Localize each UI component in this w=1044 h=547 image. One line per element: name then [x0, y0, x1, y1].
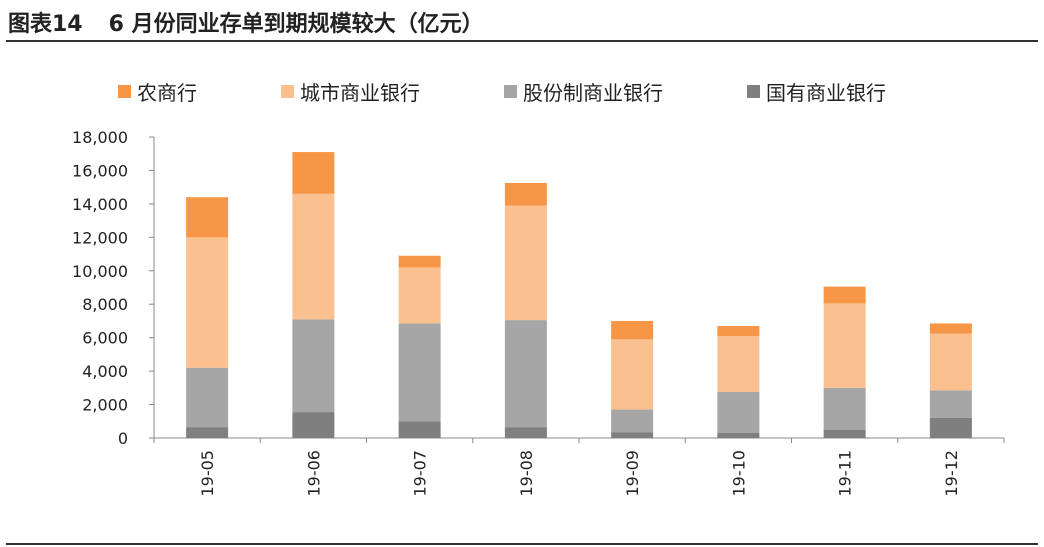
bar-segment	[823, 303, 866, 388]
bar-segment	[611, 320, 654, 340]
x-tick-label: 19-07	[411, 450, 430, 497]
y-tick-label: 0	[118, 429, 128, 448]
bar-segment	[929, 333, 972, 391]
legend-label: 城市商业银行	[300, 80, 420, 105]
figure-header: 图表14 6 月份同业存单到期规模较大（亿元）	[0, 0, 1044, 40]
x-tick-label: 19-06	[304, 450, 323, 497]
bar-segment	[186, 237, 229, 368]
bar-segment	[717, 325, 760, 336]
figure-label: 图表14	[8, 12, 83, 37]
y-tick-label: 14,000	[72, 195, 128, 214]
legend-label: 国有商业银行	[766, 80, 886, 105]
y-tick-label: 2,000	[82, 396, 128, 415]
x-tick-label: 19-05	[198, 450, 217, 497]
bar-segment	[823, 387, 866, 430]
bar-segment	[186, 367, 229, 428]
bar-segment	[398, 421, 441, 438]
bar-segment	[186, 427, 229, 438]
x-tick-label: 19-09	[623, 450, 642, 497]
bar-segment	[504, 320, 547, 428]
bar-segment	[717, 432, 760, 438]
bar-segment	[292, 319, 335, 413]
bar-segment	[717, 335, 760, 393]
x-tick-label: 19-10	[729, 450, 748, 497]
bar-segment	[929, 390, 972, 418]
y-tick-label: 6,000	[82, 329, 128, 348]
bar-segment	[504, 427, 547, 438]
bar-segment	[611, 339, 654, 410]
bar-segment	[504, 182, 547, 206]
bar-segment	[398, 267, 441, 324]
bar-segment	[717, 392, 760, 433]
y-tick-label: 8,000	[82, 295, 128, 314]
legend-label: 农商行	[137, 80, 197, 105]
bar-segment	[929, 417, 972, 438]
chart-legend: 农商行 城市商业银行 股份制商业银行 国有商业银行	[118, 77, 886, 106]
legend-label: 股份制商业银行	[523, 80, 663, 105]
figure-caption: 6 月份同业存单到期规模较大（亿元）	[108, 12, 484, 37]
legend-item: 国有商业银行	[747, 77, 886, 106]
x-tick-label: 19-11	[836, 450, 855, 497]
bar-segment	[292, 412, 335, 438]
y-tick-label: 10,000	[72, 262, 128, 281]
x-tick-label: 19-08	[517, 450, 536, 497]
y-tick-label: 4,000	[82, 362, 128, 381]
bar-segment	[823, 429, 866, 438]
legend-swatch	[281, 84, 294, 98]
bar-segment	[398, 323, 441, 422]
top-rule	[6, 40, 1038, 42]
bar-segment	[292, 152, 335, 194]
bar-segment	[186, 197, 229, 238]
legend-item: 农商行	[118, 77, 197, 106]
bottom-rule	[6, 543, 1038, 545]
bar-segment	[292, 193, 335, 320]
legend-item: 城市商业银行	[281, 77, 420, 106]
bar-segment	[823, 286, 866, 304]
y-tick-label: 18,000	[72, 128, 128, 147]
bar-segment	[398, 255, 441, 268]
y-tick-label: 12,000	[72, 228, 128, 247]
y-tick-label: 16,000	[72, 161, 128, 180]
bar-segment	[929, 323, 972, 334]
legend-item: 股份制商业银行	[504, 77, 663, 106]
bar-segment	[504, 205, 547, 321]
legend-swatch	[504, 84, 517, 98]
legend-swatch	[747, 84, 760, 98]
bar-segment	[611, 432, 654, 438]
bar-segment	[611, 409, 654, 433]
x-tick-label: 19-12	[942, 450, 961, 497]
legend-swatch	[118, 84, 131, 98]
figure-title: 图表14 6 月份同业存单到期规模较大（亿元）	[8, 6, 484, 38]
